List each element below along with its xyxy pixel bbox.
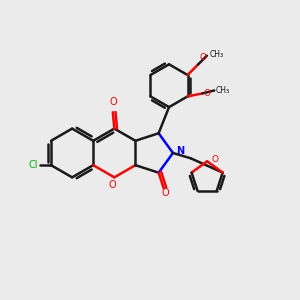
Text: O: O	[211, 155, 218, 164]
Text: N: N	[176, 146, 184, 157]
Text: Cl: Cl	[29, 160, 38, 170]
Text: O: O	[200, 52, 206, 62]
Text: O: O	[108, 180, 116, 190]
Text: O: O	[204, 89, 211, 98]
Text: CH₃: CH₃	[216, 86, 230, 95]
Text: O: O	[161, 188, 169, 198]
Text: CH₃: CH₃	[209, 50, 224, 59]
Text: O: O	[109, 97, 117, 107]
